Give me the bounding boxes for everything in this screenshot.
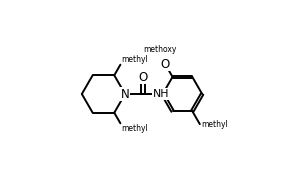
- Text: methyl: methyl: [121, 55, 148, 64]
- Text: O: O: [138, 70, 148, 84]
- Text: methoxy: methoxy: [143, 45, 177, 54]
- Text: O: O: [160, 58, 170, 71]
- Text: NH: NH: [153, 89, 169, 99]
- Text: N: N: [121, 87, 130, 101]
- Text: methyl: methyl: [121, 124, 148, 133]
- Text: methyl: methyl: [201, 120, 228, 129]
